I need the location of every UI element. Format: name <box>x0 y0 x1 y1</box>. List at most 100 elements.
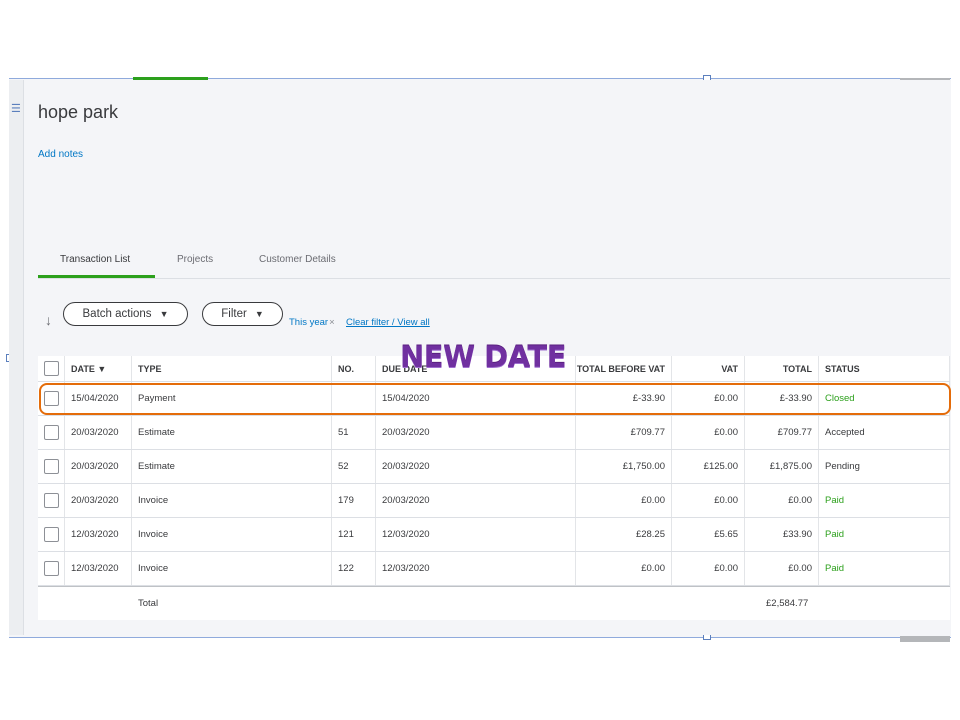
row-select-cell <box>38 382 65 415</box>
cell-total: £33.90 <box>745 518 819 551</box>
clear-filter-link[interactable]: Clear filter / View all <box>346 317 430 328</box>
total-label: Total <box>138 598 159 609</box>
cell-status: Paid <box>819 484 950 517</box>
cell-total-before-vat: £0.00 <box>576 484 672 517</box>
table-row[interactable]: 12/03/2020 Invoice 122 12/03/2020 £0.00 … <box>38 552 950 586</box>
select-all-checkbox[interactable] <box>43 361 59 376</box>
customer-name: hope park <box>38 102 119 122</box>
table-row[interactable]: 12/03/2020 Invoice 121 12/03/2020 £28.25… <box>38 518 950 552</box>
cell-due-date: 12/03/2020 <box>376 552 576 585</box>
left-nav-bar <box>9 80 24 635</box>
cell-date: 15/04/2020 <box>65 382 132 415</box>
caret-down-icon: ▼ <box>159 309 169 319</box>
scrollbar-stub-bottom <box>900 636 950 642</box>
filter-period: This year <box>289 317 329 328</box>
cell-status: Paid <box>819 518 950 551</box>
cell-no <box>332 382 376 415</box>
row-checkbox[interactable] <box>43 561 59 576</box>
cell-date: 20/03/2020 <box>65 484 132 517</box>
col-total[interactable]: TOTAL <box>745 356 819 381</box>
tab-bar: Transaction List Projects Customer Detai… <box>38 250 950 279</box>
cell-due-date: 15/04/2020 <box>376 382 576 415</box>
batch-actions-label: Batch actions <box>82 308 152 320</box>
cell-no: 52 <box>332 450 376 483</box>
cell-vat: £125.00 <box>672 450 745 483</box>
caret-down-icon: ▼ <box>254 309 264 319</box>
col-due-date[interactable]: DUE DATE <box>376 356 576 381</box>
cell-vat: £0.00 <box>672 552 745 585</box>
cell-due-date: 20/03/2020 <box>376 450 576 483</box>
cell-due-date: 12/03/2020 <box>376 518 576 551</box>
row-checkbox[interactable] <box>43 527 59 542</box>
cell-type: Invoice <box>132 484 332 517</box>
tab-projects[interactable]: Projects <box>177 254 214 265</box>
cell-total-before-vat: £709.77 <box>576 416 672 449</box>
close-icon[interactable]: × <box>329 317 335 328</box>
cell-date: 12/03/2020 <box>65 518 132 551</box>
sort-arrow-icon[interactable]: ↓ <box>45 312 52 328</box>
cell-vat: £0.00 <box>672 484 745 517</box>
table-row[interactable]: 20/03/2020 Estimate 52 20/03/2020 £1,750… <box>38 450 950 484</box>
cell-total: £0.00 <box>745 552 819 585</box>
cell-total-before-vat: £0.00 <box>576 552 672 585</box>
table-row[interactable]: 15/04/2020 Payment 15/04/2020 £-33.90 £0… <box>38 382 950 416</box>
active-tab-underline <box>38 275 155 278</box>
table-row[interactable]: 20/03/2020 Estimate 51 20/03/2020 £709.7… <box>38 416 950 450</box>
cell-date: 20/03/2020 <box>65 416 132 449</box>
filter-button[interactable]: Filter ▼ <box>202 302 283 326</box>
cell-date: 20/03/2020 <box>65 450 132 483</box>
row-checkbox[interactable] <box>43 459 59 474</box>
cell-type: Payment <box>132 382 332 415</box>
row-checkbox[interactable] <box>43 493 59 508</box>
cell-no: 122 <box>332 552 376 585</box>
tab-transaction-list[interactable]: Transaction List <box>60 254 131 265</box>
row-checkbox[interactable] <box>43 425 59 440</box>
table-total-row: Total £2,584.77 <box>38 586 950 620</box>
cell-type: Estimate <box>132 416 332 449</box>
col-vat[interactable]: VAT <box>672 356 745 381</box>
menu-icon[interactable]: ☰ <box>11 103 21 115</box>
col-no[interactable]: NO. <box>332 356 376 381</box>
col-status[interactable]: STATUS <box>819 356 950 381</box>
col-total-before-vat[interactable]: TOTAL BEFORE VAT <box>576 356 672 381</box>
cell-total: £709.77 <box>745 416 819 449</box>
row-select-cell <box>38 484 65 517</box>
row-select-cell <box>38 416 65 449</box>
cell-due-date: 20/03/2020 <box>376 416 576 449</box>
cell-status: Accepted <box>819 416 950 449</box>
cell-type: Invoice <box>132 518 332 551</box>
cell-no: 51 <box>332 416 376 449</box>
row-select-cell <box>38 552 65 585</box>
cell-total: £1,875.00 <box>745 450 819 483</box>
cell-due-date: 20/03/2020 <box>376 484 576 517</box>
filter-label: Filter <box>221 308 247 320</box>
cell-total: £0.00 <box>745 484 819 517</box>
cell-status: Paid <box>819 552 950 585</box>
row-select-cell <box>38 518 65 551</box>
cell-vat: £5.65 <box>672 518 745 551</box>
cell-no: 121 <box>332 518 376 551</box>
cell-total-before-vat: £1,750.00 <box>576 450 672 483</box>
cell-total-before-vat: £-33.90 <box>576 382 672 415</box>
tab-customer-details[interactable]: Customer Details <box>259 254 336 265</box>
cell-date: 12/03/2020 <box>65 552 132 585</box>
table-header: DATE ▼ TYPE NO. DUE DATE TOTAL BEFORE VA… <box>38 356 950 382</box>
filter-chip: This year× <box>289 317 335 328</box>
cell-type: Invoice <box>132 552 332 585</box>
cell-status: Pending <box>819 450 950 483</box>
cell-type: Estimate <box>132 450 332 483</box>
new-date-annotation: NEW DATE <box>400 340 567 374</box>
add-notes-link[interactable]: Add notes <box>38 149 84 160</box>
nav-active-indicator <box>133 77 208 80</box>
cell-total-before-vat: £28.25 <box>576 518 672 551</box>
batch-actions-button[interactable]: Batch actions ▼ <box>63 302 188 326</box>
col-date[interactable]: DATE ▼ <box>65 356 132 381</box>
grand-total: £2,584.77 <box>766 598 809 609</box>
cell-vat: £0.00 <box>672 416 745 449</box>
select-all-cell <box>38 356 65 381</box>
transaction-table: DATE ▼ TYPE NO. DUE DATE TOTAL BEFORE VA… <box>38 356 950 620</box>
table-row[interactable]: 20/03/2020 Invoice 179 20/03/2020 £0.00 … <box>38 484 950 518</box>
cell-vat: £0.00 <box>672 382 745 415</box>
col-type[interactable]: TYPE <box>132 356 332 381</box>
row-checkbox[interactable] <box>43 391 59 406</box>
